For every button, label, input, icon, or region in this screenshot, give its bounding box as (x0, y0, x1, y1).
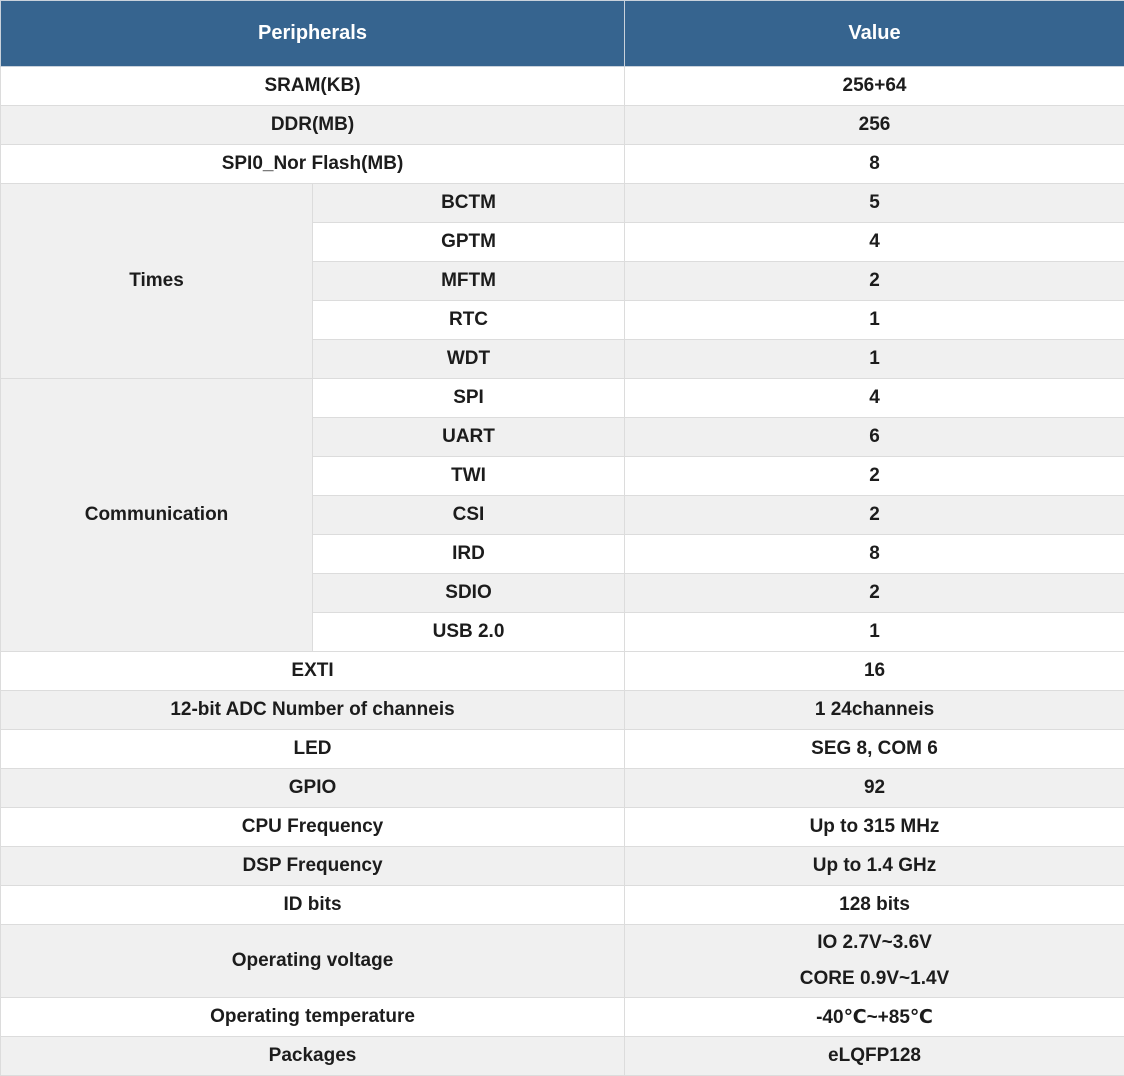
voltage-line-core: CORE 0.9V~1.4V (625, 961, 1124, 997)
row-label: LED (1, 730, 625, 769)
sub-row-label: UART (313, 418, 625, 457)
table-row: LED SEG 8, COM 6 (1, 730, 1124, 769)
group-label-communication: Communication (1, 379, 313, 652)
row-value: 1 (625, 613, 1124, 652)
table-row: Packages eLQFP128 (1, 1037, 1124, 1076)
header-row: Peripherals Value (1, 1, 1124, 67)
sub-row-label: SPI (313, 379, 625, 418)
sub-row-label: IRD (313, 535, 625, 574)
voltage-line-io: IO 2.7V~3.6V (625, 925, 1124, 961)
column-header-peripherals: Peripherals (1, 1, 625, 67)
column-header-value: Value (625, 1, 1124, 67)
table-row: SPI0_Nor Flash(MB) 8 (1, 145, 1124, 184)
row-value: 4 (625, 379, 1124, 418)
table-row: EXTI 16 (1, 652, 1124, 691)
row-label: SPI0_Nor Flash(MB) (1, 145, 625, 184)
row-value: 16 (625, 652, 1124, 691)
sub-row-label: CSI (313, 496, 625, 535)
sub-row-label: WDT (313, 340, 625, 379)
row-value: 256+64 (625, 67, 1124, 106)
row-value: 2 (625, 457, 1124, 496)
row-label: DDR(MB) (1, 106, 625, 145)
sub-row-label: MFTM (313, 262, 625, 301)
group-label-times: Times (1, 184, 313, 379)
row-value: 8 (625, 535, 1124, 574)
row-value: 128 bits (625, 886, 1124, 925)
row-value: 6 (625, 418, 1124, 457)
row-value: -40℃~+85℃ (625, 998, 1124, 1037)
row-label: DSP Frequency (1, 847, 625, 886)
row-value: 2 (625, 574, 1124, 613)
table-row: DSP Frequency Up to 1.4 GHz (1, 847, 1124, 886)
table-row: Communication SPI 4 (1, 379, 1124, 418)
row-value: 1 (625, 340, 1124, 379)
row-label: ID bits (1, 886, 625, 925)
row-value: 1 24channeis (625, 691, 1124, 730)
sub-row-label: SDIO (313, 574, 625, 613)
sub-row-label: USB 2.0 (313, 613, 625, 652)
row-value: 1 (625, 301, 1124, 340)
row-value: 92 (625, 769, 1124, 808)
row-label: EXTI (1, 652, 625, 691)
table-row: ID bits 128 bits (1, 886, 1124, 925)
sub-row-label: GPTM (313, 223, 625, 262)
row-value: 256 (625, 106, 1124, 145)
row-value: 2 (625, 496, 1124, 535)
row-value: 4 (625, 223, 1124, 262)
table-row: CPU Frequency Up to 315 MHz (1, 808, 1124, 847)
row-label: SRAM(KB) (1, 67, 625, 106)
table-row: GPIO 92 (1, 769, 1124, 808)
sub-row-label: RTC (313, 301, 625, 340)
row-label: Packages (1, 1037, 625, 1076)
table-row: SRAM(KB) 256+64 (1, 67, 1124, 106)
table-row: Times BCTM 5 (1, 184, 1124, 223)
sub-row-label: TWI (313, 457, 625, 496)
row-value: IO 2.7V~3.6V CORE 0.9V~1.4V (625, 925, 1124, 998)
row-label: Operating voltage (1, 925, 625, 998)
row-label: 12-bit ADC Number of channeis (1, 691, 625, 730)
table-row: 12-bit ADC Number of channeis 1 24channe… (1, 691, 1124, 730)
table-row: Operating temperature -40℃~+85℃ (1, 998, 1124, 1037)
row-value: Up to 1.4 GHz (625, 847, 1124, 886)
row-value: 2 (625, 262, 1124, 301)
row-value: SEG 8, COM 6 (625, 730, 1124, 769)
row-value: 5 (625, 184, 1124, 223)
row-label: Operating temperature (1, 998, 625, 1037)
table-row: DDR(MB) 256 (1, 106, 1124, 145)
table-row: Operating voltage IO 2.7V~3.6V CORE 0.9V… (1, 925, 1124, 998)
row-value: eLQFP128 (625, 1037, 1124, 1076)
row-value: Up to 315 MHz (625, 808, 1124, 847)
row-label: GPIO (1, 769, 625, 808)
row-label: CPU Frequency (1, 808, 625, 847)
row-value: 8 (625, 145, 1124, 184)
sub-row-label: BCTM (313, 184, 625, 223)
